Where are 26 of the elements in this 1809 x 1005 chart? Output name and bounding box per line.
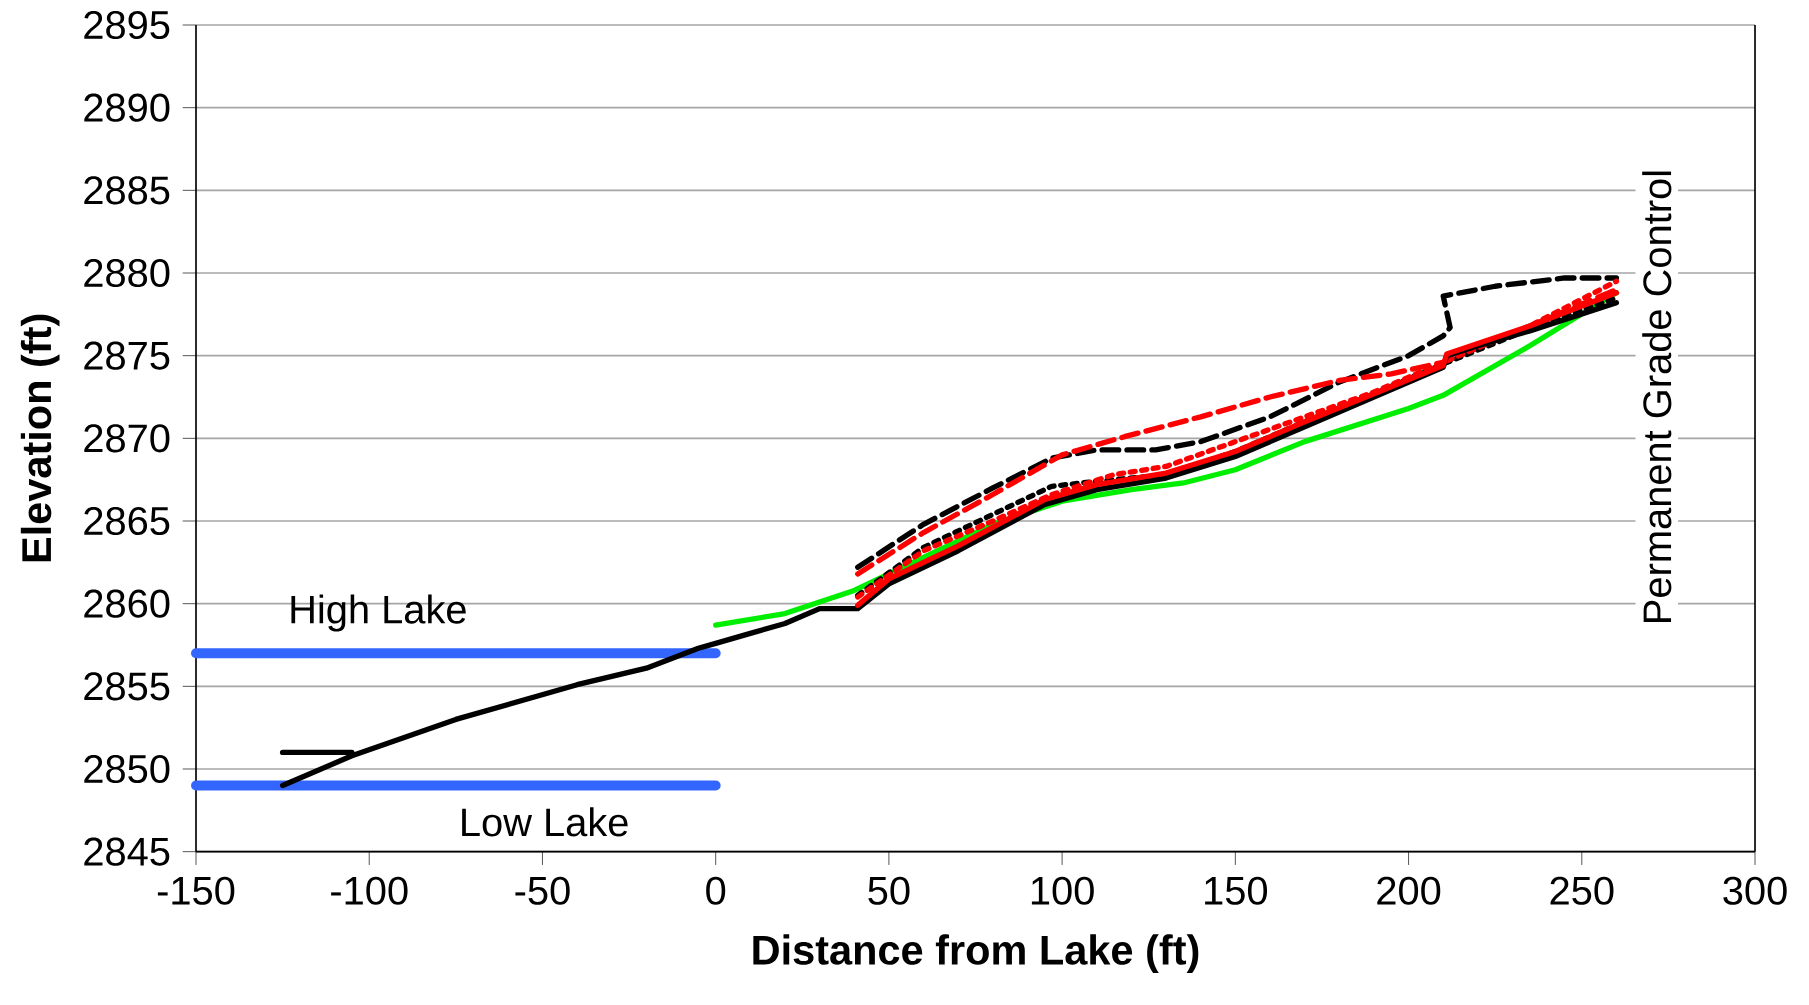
y-axis-title: Elevation (ft): [20, 314, 60, 562]
x-tick-label: 0: [706, 876, 726, 905]
x-tick-label: 250: [1550, 876, 1614, 905]
y-tick-label: 2880: [84, 258, 170, 288]
x-tick-label: 300: [1723, 876, 1787, 905]
x-tick-label: 200: [1377, 876, 1441, 905]
x-tick-label: 100: [1031, 876, 1094, 905]
y-tick-label: 2875: [84, 341, 170, 370]
y-tick-label: 2890: [84, 93, 170, 122]
y-tick-label: 2845: [84, 837, 170, 866]
series-label: Low Lake: [462, 807, 628, 837]
x-tick-label: -50: [515, 876, 570, 905]
series-label: High Lake: [291, 594, 466, 632]
y-tick-label: 2895: [84, 10, 170, 40]
y-tick-label: 2865: [84, 506, 170, 536]
y-tick-label: 2860: [84, 589, 170, 618]
y-tick-label: 2855: [84, 672, 170, 701]
x-tick-label: -150: [157, 876, 235, 905]
x-tick-label: 150: [1205, 876, 1268, 905]
x-tick-label: -100: [331, 876, 408, 905]
x-axis-title: Distance from Lake (ft): [753, 934, 1199, 974]
annotation: Permanent Grade Control: [1642, 171, 1672, 622]
y-tick-label: 2850: [84, 754, 170, 784]
y-tick-label: 2870: [84, 424, 170, 453]
x-tick-label: 50: [868, 876, 910, 905]
y-tick-label: 2885: [84, 176, 170, 205]
